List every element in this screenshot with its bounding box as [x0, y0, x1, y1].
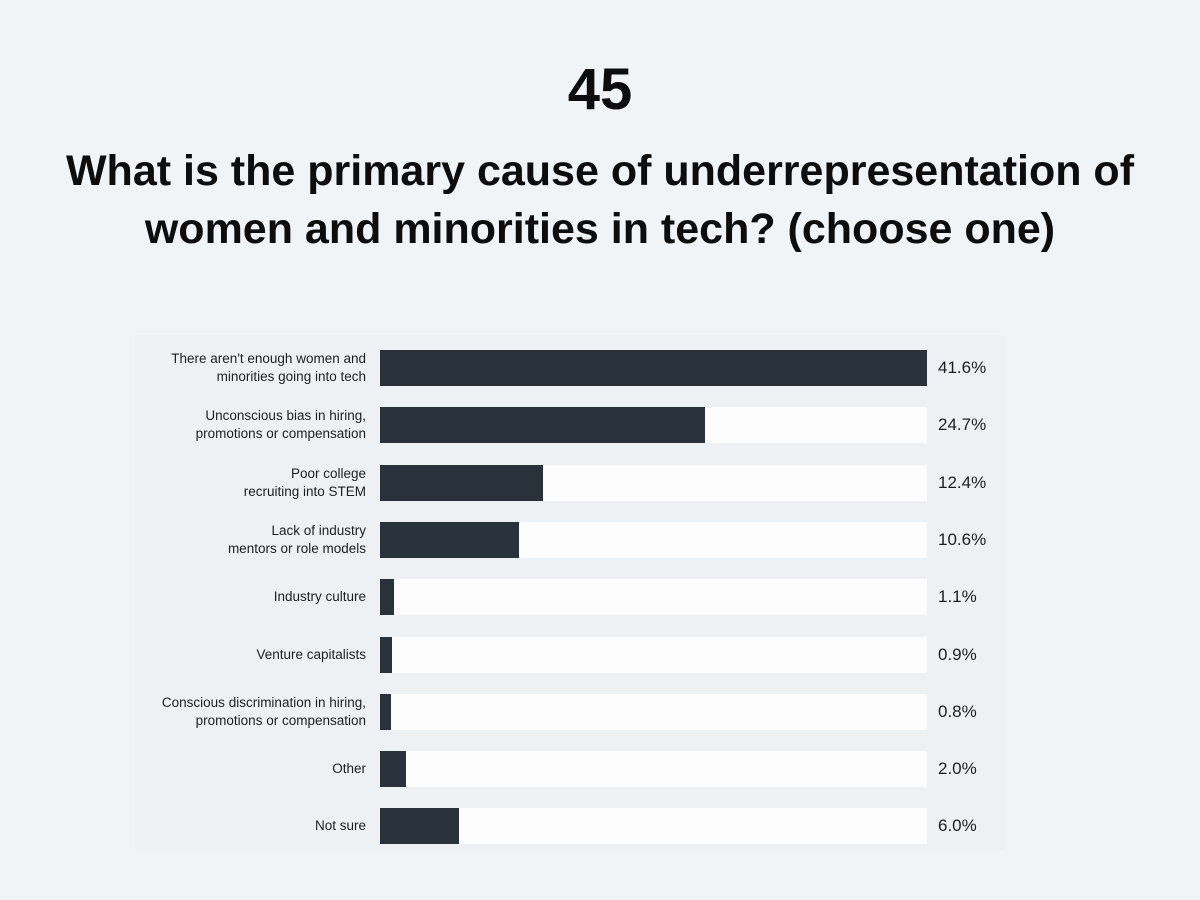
category-label: Conscious discrimination in hiring, prom… [161, 694, 366, 728]
bar [380, 693, 391, 730]
category-label: Lack of industry mentors or role models [227, 522, 366, 556]
bar-track [380, 521, 927, 558]
bar [380, 350, 927, 386]
value-label: 0.8% [938, 701, 977, 721]
value-label: 10.6% [938, 529, 987, 549]
bar-row: Conscious discrimination in hiring, prom… [0, 693, 1200, 730]
category-label: There aren't enough women and minorities… [171, 351, 366, 384]
bar-track [380, 636, 927, 673]
bar-track [380, 808, 927, 845]
value-label: 24.7% [938, 415, 987, 435]
category-label: Not sure [314, 818, 366, 834]
category-label: Unconscious bias in hiring, promotions o… [195, 408, 366, 442]
bar [380, 464, 544, 501]
category-label: Other [332, 761, 366, 777]
value-label: 12.4% [938, 472, 987, 492]
bar-row: Not sure 6.0% [0, 808, 1200, 845]
bar-row: Industry culture 1.1% [0, 579, 1200, 616]
bar-track [380, 407, 927, 444]
value-label: 1.1% [938, 587, 977, 607]
category-label: Poor college recruiting into STEM [243, 465, 366, 499]
category-label: Industry culture [273, 589, 366, 605]
bar-row: Unconscious bias in hiring, promotions o… [0, 407, 1200, 444]
bar-row: Lack of industry mentors or role models 1… [0, 521, 1200, 558]
bar-track [380, 751, 927, 788]
bar-track [380, 350, 927, 386]
bar [380, 579, 395, 616]
bar-row: Venture capitalists 0.9% [0, 636, 1200, 673]
bar-row: Poor college recruiting into STEM 12.4% [0, 464, 1200, 501]
bar [380, 407, 705, 444]
bar [380, 808, 459, 845]
bar [380, 636, 392, 673]
value-label: 6.0% [938, 816, 977, 836]
category-label: Venture capitalists [256, 646, 366, 662]
bar-track [380, 464, 927, 501]
value-label: 41.6% [938, 358, 987, 377]
value-label: 0.9% [938, 644, 977, 664]
bar-row: Other 2.0% [0, 751, 1200, 788]
bar [380, 521, 520, 558]
bar-row: There aren't enough women and minorities… [0, 350, 1200, 386]
bar-track [380, 579, 927, 616]
bar-track [380, 693, 927, 730]
value-label: 2.0% [938, 759, 977, 779]
bar [380, 751, 407, 788]
question-number: 45 [567, 57, 633, 122]
question-title: What is the primary cause of underrepres… [65, 147, 1135, 253]
